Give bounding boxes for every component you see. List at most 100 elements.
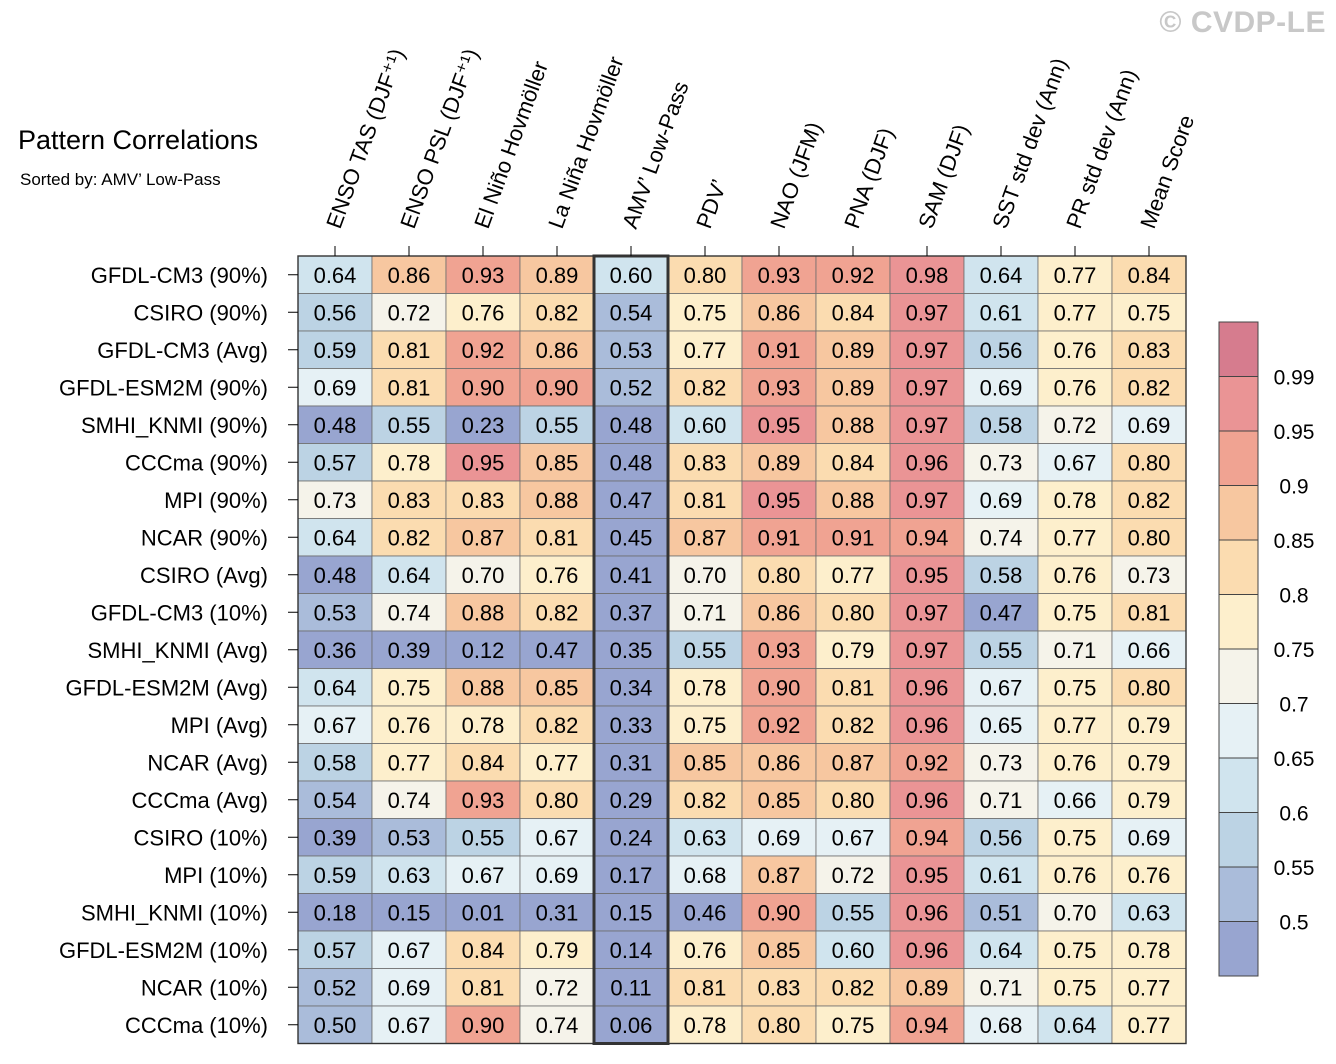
cell-value-label: 0.89 [832,375,875,400]
cell-value-label: 0.60 [832,938,875,963]
cell-value-label: 0.70 [462,563,505,588]
heatmap-cell [889,480,965,519]
cell-value-label: 0.67 [388,1013,431,1038]
cell-value-label: 0.71 [1054,638,1097,663]
heatmap-cell [889,968,965,1007]
heatmap-cell [445,593,521,632]
cell-value-label: 0.79 [536,938,579,963]
cell-value-label: 0.76 [388,713,431,738]
cell-value-label: 0.58 [980,563,1023,588]
cell-value-label: 0.35 [610,638,653,663]
row-label: SMHI_KNMI (Avg) [87,638,268,663]
watermark: © CVDP-LE [1159,6,1326,39]
cell-value-label: 0.78 [1054,488,1097,513]
cell-value-label: 0.64 [314,263,357,288]
colorbar-tick-label: 0.9 [1279,476,1308,499]
heatmap-cell [741,443,817,482]
colorbar-tick-label: 0.99 [1274,367,1315,390]
cell-value-label: 0.77 [1054,525,1097,550]
cell-value-label: 0.69 [388,975,431,1000]
colorbar-segment [1218,812,1259,868]
cell-value-label: 0.61 [980,863,1023,888]
heatmap-cell [297,405,373,444]
cell-value-label: 0.97 [906,638,949,663]
heatmap-cell [667,293,743,332]
cell-value-label: 0.97 [906,338,949,363]
heatmap-cell [741,1005,817,1044]
cell-value-label: 0.37 [610,600,653,625]
cell-value-label: 0.50 [314,1013,357,1038]
cell-value-label: 0.06 [610,1013,653,1038]
colorbar-segment [1218,485,1259,541]
heatmap-cell [1037,968,1113,1007]
heatmap-cell [297,855,373,894]
cell-value-label: 0.98 [906,263,949,288]
heatmap-cell [519,968,595,1007]
cell-value-label: 0.82 [388,525,431,550]
heatmap-cell [741,705,817,744]
cell-value-label: 0.64 [314,675,357,700]
heatmap-cell [741,368,817,407]
cell-value-label: 0.81 [832,675,875,700]
cell-value-label: 0.94 [906,525,949,550]
cell-value-label: 0.94 [906,825,949,850]
heatmap-cell [1111,555,1187,594]
cell-value-label: 0.75 [1054,938,1097,963]
cell-value-label: 0.76 [536,563,579,588]
cell-value-label: 0.56 [314,300,357,325]
cell-value-label: 0.69 [980,488,1023,513]
heatmap-cell [593,443,669,482]
column-label: PNA (DJF) [839,124,898,231]
heatmap-cell [445,1005,521,1044]
heatmap-cell [1037,443,1113,482]
heatmap-cell [371,668,447,707]
heatmap-cell [889,705,965,744]
heatmap-cell [815,255,891,294]
cell-value-label: 0.84 [462,750,505,775]
heatmap-cell [667,893,743,932]
colorbar-tick-label: 0.75 [1274,639,1315,662]
heatmap-cell [519,818,595,857]
heatmap-cell [1037,930,1113,969]
cell-value-label: 0.33 [610,713,653,738]
cell-value-label: 0.76 [1054,750,1097,775]
heatmap-cell [815,968,891,1007]
cell-value-label: 0.88 [832,413,875,438]
column-label: La Niña Hovmöller [543,53,628,232]
row-label: CCCma (90%) [125,450,268,475]
heatmap-cell [963,368,1039,407]
heatmap-cell [889,518,965,557]
cell-value-label: 0.70 [684,563,727,588]
cell-value-label: 0.01 [462,900,505,925]
cell-value-label: 0.15 [610,900,653,925]
cell-value-label: 0.68 [980,1013,1023,1038]
heatmap-cell [815,668,891,707]
cell-value-label: 0.69 [980,375,1023,400]
cell-value-label: 0.85 [758,788,801,813]
cell-value-label: 0.67 [980,675,1023,700]
cell-value-label: 0.83 [684,450,727,475]
cell-value-label: 0.84 [1128,263,1171,288]
cell-value-label: 0.79 [1128,750,1171,775]
heatmap-cell [667,743,743,782]
heatmap-cell [815,818,891,857]
cell-value-label: 0.74 [388,600,431,625]
cell-value-label: 0.90 [758,900,801,925]
cell-value-label: 0.88 [832,488,875,513]
cell-value-label: 0.60 [684,413,727,438]
cell-value-label: 0.85 [536,675,579,700]
colorbar-tick-label: 0.65 [1274,748,1315,771]
heatmap-cell [889,668,965,707]
colorbar-segment [1218,430,1259,486]
cell-value-label: 0.73 [980,750,1023,775]
heatmap-cell [741,780,817,819]
row-label: NCAR (90%) [141,525,268,550]
cell-value-label: 0.34 [610,675,653,700]
cell-value-label: 0.83 [1128,338,1171,363]
cell-value-label: 0.54 [314,788,357,813]
heatmap-cell [297,818,373,857]
colorbar-segment [1218,921,1259,977]
heatmap-cell [667,443,743,482]
heatmap-cell [1037,555,1113,594]
cell-value-label: 0.46 [684,900,727,925]
